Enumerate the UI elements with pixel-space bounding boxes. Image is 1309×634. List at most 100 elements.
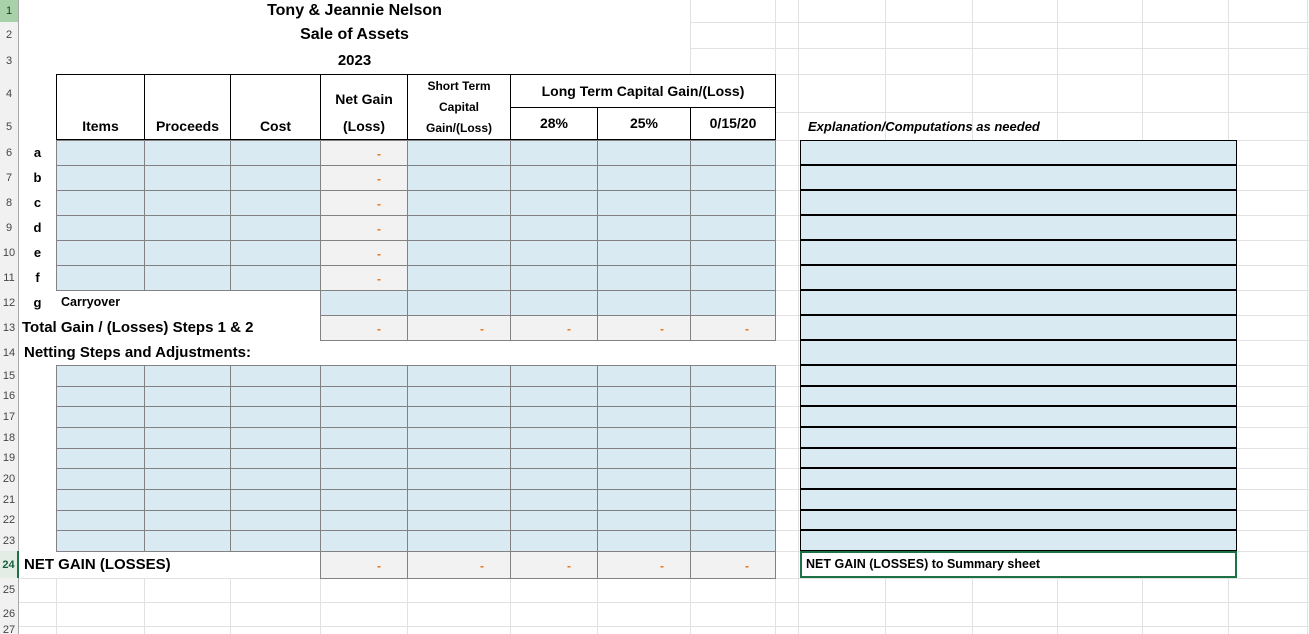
formula-cell-E6[interactable]: - — [320, 140, 408, 166]
input-cell-I7[interactable] — [690, 165, 776, 191]
formula-cell-E9[interactable]: - — [320, 215, 408, 241]
input-cell-D6[interactable] — [230, 140, 321, 166]
input-cell-H7[interactable] — [597, 165, 691, 191]
input-cell-G8[interactable] — [510, 190, 598, 216]
explanation-box-row-11[interactable] — [800, 265, 1237, 290]
input-cell-G15[interactable] — [510, 365, 598, 387]
input-cell-I20[interactable] — [690, 468, 776, 490]
formula-cell-E11[interactable]: - — [320, 265, 408, 291]
input-cell-H23[interactable] — [597, 530, 691, 552]
input-cell-D17[interactable] — [230, 406, 321, 428]
formula-cell-I24[interactable]: - — [690, 551, 776, 579]
input-cell-I21[interactable] — [690, 489, 776, 511]
row-header-23[interactable]: 23 — [0, 530, 19, 552]
input-cell-I19[interactable] — [690, 448, 776, 469]
row-header-5[interactable]: 5 — [0, 113, 19, 141]
input-cell-E20[interactable] — [320, 468, 408, 490]
input-cell-C7[interactable] — [144, 165, 231, 191]
input-cell-H8[interactable] — [597, 190, 691, 216]
input-cell-G23[interactable] — [510, 530, 598, 552]
input-cell-D10[interactable] — [230, 240, 321, 266]
input-cell-F16[interactable] — [407, 386, 511, 407]
input-cell-G17[interactable] — [510, 406, 598, 428]
row-header-25[interactable]: 25 — [0, 578, 19, 603]
formula-cell-F13[interactable]: - — [407, 315, 511, 341]
explanation-box-row-17[interactable] — [800, 406, 1237, 427]
row-header-18[interactable]: 18 — [0, 427, 19, 449]
input-cell-D16[interactable] — [230, 386, 321, 407]
input-cell-C19[interactable] — [144, 448, 231, 469]
input-cell-G19[interactable] — [510, 448, 598, 469]
input-cell-F22[interactable] — [407, 510, 511, 531]
input-cell-E16[interactable] — [320, 386, 408, 407]
input-cell-D18[interactable] — [230, 427, 321, 449]
row-header-8[interactable]: 8 — [0, 190, 19, 216]
input-cell-C22[interactable] — [144, 510, 231, 531]
input-cell-H19[interactable] — [597, 448, 691, 469]
input-cell-I8[interactable] — [690, 190, 776, 216]
input-cell-H12[interactable] — [597, 290, 691, 316]
input-cell-E17[interactable] — [320, 406, 408, 428]
input-cell-I22[interactable] — [690, 510, 776, 531]
row-header-21[interactable]: 21 — [0, 489, 19, 511]
input-cell-B22[interactable] — [56, 510, 145, 531]
row-header-3[interactable]: 3 — [0, 48, 19, 75]
explanation-box-row-21[interactable] — [800, 489, 1237, 510]
input-cell-B11[interactable] — [56, 265, 145, 291]
row-header-4[interactable]: 4 — [0, 74, 19, 114]
input-cell-I10[interactable] — [690, 240, 776, 266]
input-cell-F12[interactable] — [407, 290, 511, 316]
input-cell-I23[interactable] — [690, 530, 776, 552]
input-cell-C6[interactable] — [144, 140, 231, 166]
row-header-9[interactable]: 9 — [0, 215, 19, 241]
explanation-box-row-6[interactable] — [800, 140, 1237, 165]
input-cell-B6[interactable] — [56, 140, 145, 166]
formula-cell-H13[interactable]: - — [597, 315, 691, 341]
row-header-12[interactable]: 12 — [0, 290, 19, 316]
input-cell-F23[interactable] — [407, 530, 511, 552]
input-cell-H21[interactable] — [597, 489, 691, 511]
explanation-box-row-16[interactable] — [800, 386, 1237, 406]
explanation-box-row-10[interactable] — [800, 240, 1237, 265]
input-cell-D22[interactable] — [230, 510, 321, 531]
row-header-19[interactable]: 19 — [0, 448, 19, 469]
formula-cell-I13[interactable]: - — [690, 315, 776, 341]
input-cell-B16[interactable] — [56, 386, 145, 407]
input-cell-I9[interactable] — [690, 215, 776, 241]
input-cell-I15[interactable] — [690, 365, 776, 387]
input-cell-I12[interactable] — [690, 290, 776, 316]
formula-cell-E7[interactable]: - — [320, 165, 408, 191]
input-cell-G6[interactable] — [510, 140, 598, 166]
input-cell-H9[interactable] — [597, 215, 691, 241]
input-cell-H17[interactable] — [597, 406, 691, 428]
input-cell-F20[interactable] — [407, 468, 511, 490]
row-header-1[interactable]: 1 — [0, 0, 19, 23]
row-header-22[interactable]: 22 — [0, 510, 19, 531]
input-cell-G9[interactable] — [510, 215, 598, 241]
input-cell-C20[interactable] — [144, 468, 231, 490]
row-header-27[interactable]: 27 — [0, 624, 19, 634]
input-cell-H16[interactable] — [597, 386, 691, 407]
input-cell-E19[interactable] — [320, 448, 408, 469]
input-cell-F21[interactable] — [407, 489, 511, 511]
input-cell-G16[interactable] — [510, 386, 598, 407]
explanation-box-row-22[interactable] — [800, 510, 1237, 530]
input-cell-C21[interactable] — [144, 489, 231, 511]
input-cell-E18[interactable] — [320, 427, 408, 449]
explanation-box-row-23[interactable] — [800, 530, 1237, 551]
input-cell-G21[interactable] — [510, 489, 598, 511]
input-cell-G12[interactable] — [510, 290, 598, 316]
input-cell-B8[interactable] — [56, 190, 145, 216]
input-cell-F18[interactable] — [407, 427, 511, 449]
input-cell-B7[interactable] — [56, 165, 145, 191]
formula-cell-G24[interactable]: - — [510, 551, 598, 579]
input-cell-G22[interactable] — [510, 510, 598, 531]
input-cell-E22[interactable] — [320, 510, 408, 531]
input-cell-B19[interactable] — [56, 448, 145, 469]
input-cell-I16[interactable] — [690, 386, 776, 407]
input-cell-C9[interactable] — [144, 215, 231, 241]
input-cell-F17[interactable] — [407, 406, 511, 428]
explanation-box-row-13[interactable] — [800, 315, 1237, 340]
input-cell-F8[interactable] — [407, 190, 511, 216]
input-cell-C10[interactable] — [144, 240, 231, 266]
